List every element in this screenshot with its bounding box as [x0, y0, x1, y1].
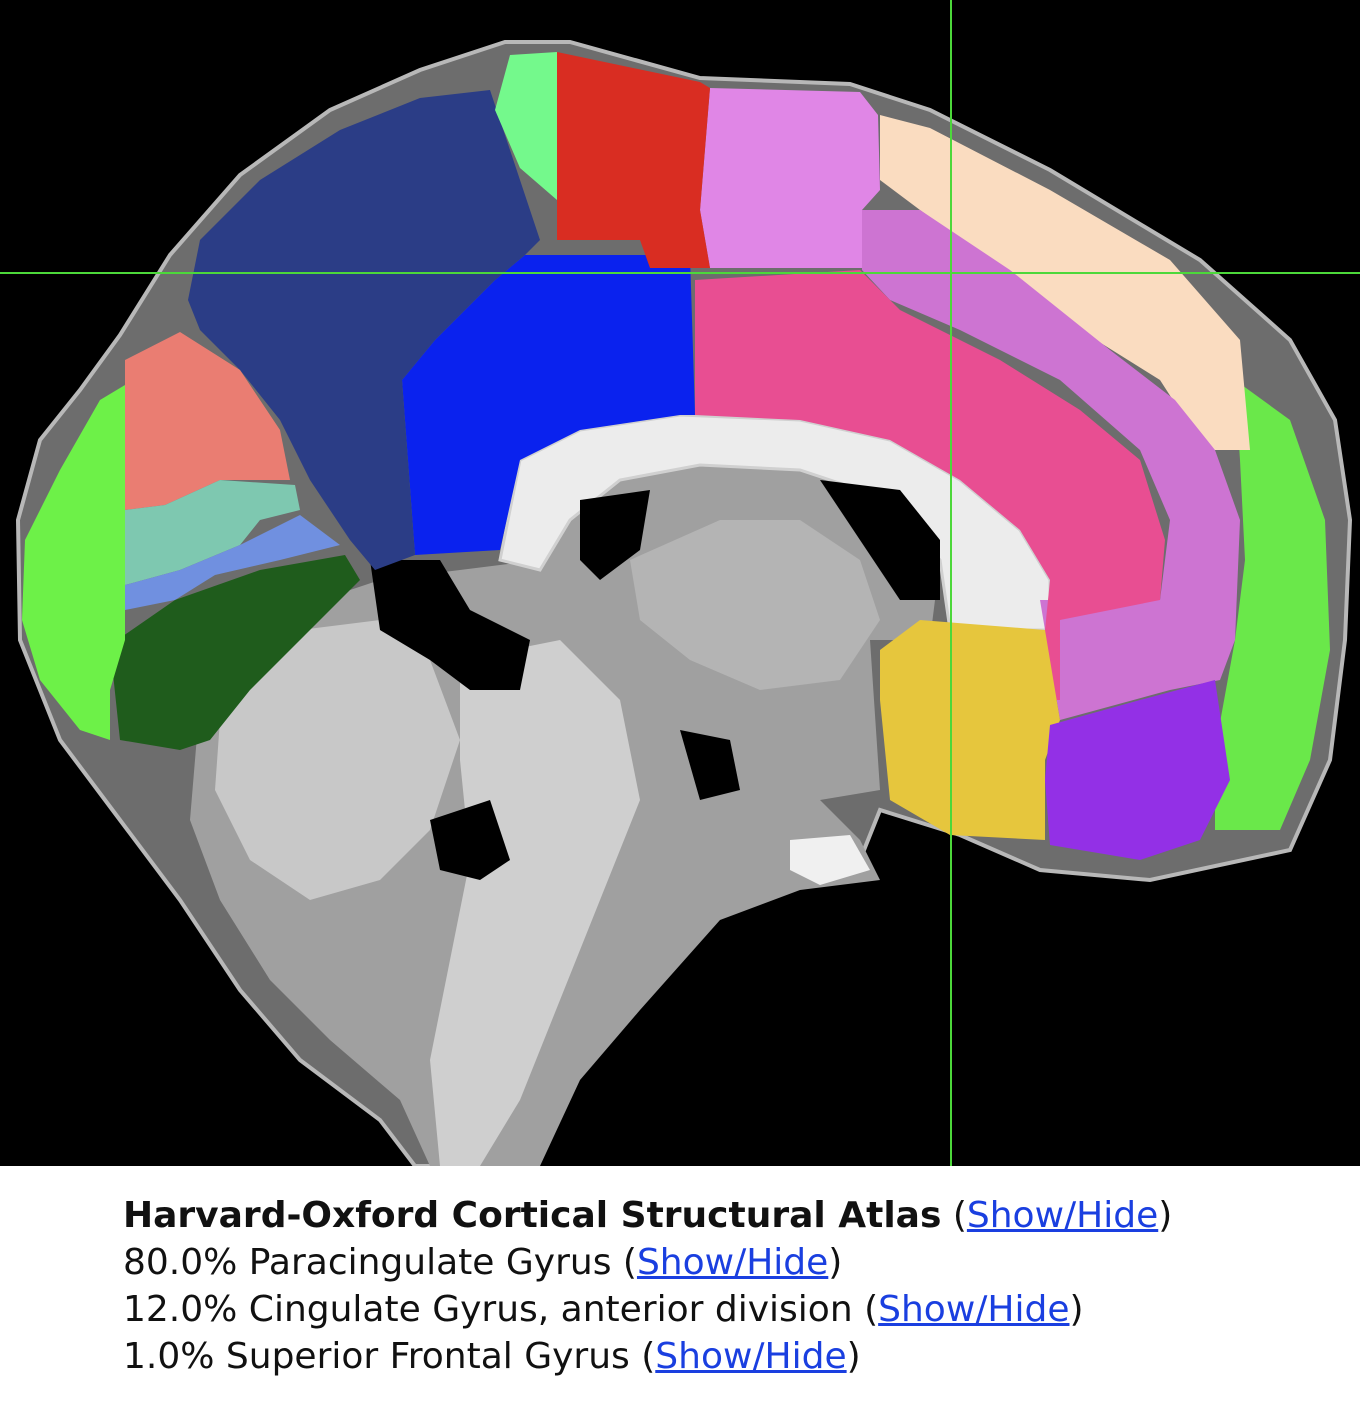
entry-show-hide-link[interactable]: Show/Hide: [636, 1242, 829, 1283]
open-paren: (: [952, 1195, 967, 1236]
brainstem-light: [430, 640, 640, 1166]
region-intracalcarine-cortex: [125, 515, 340, 610]
third-ventricle: [370, 560, 530, 690]
atlas-entry-text: 12.0% Cingulate Gyrus, anterior division: [123, 1289, 853, 1330]
entry-show-hide-link[interactable]: Show/Hide: [878, 1289, 1070, 1330]
atlas-entry-row: 12.0% Cingulate Gyrus, anterior division…: [123, 1286, 1323, 1333]
region-postcentral-gyrus: [495, 52, 557, 200]
close-paren: ): [846, 1336, 861, 1377]
cerebellum-light: [215, 620, 460, 900]
region-cuneal-cortex: [125, 332, 290, 510]
atlas-title-row: Harvard-Oxford Cortical Structural Atlas…: [123, 1192, 1323, 1239]
region-superior-frontal-gyrus: [880, 115, 1250, 450]
open-paren: (: [622, 1242, 637, 1283]
region-frontal-medial-cortex: [1045, 680, 1230, 860]
region-cingulate-gyrus-anterior: [695, 270, 1165, 700]
atlas-title: Harvard-Oxford Cortical Structural Atlas: [123, 1195, 942, 1236]
atlas-entry-text: 1.0% Superior Frontal Gyrus: [123, 1336, 630, 1377]
open-paren: (: [864, 1289, 879, 1330]
pituitary: [790, 835, 870, 885]
region-frontal-pole: [1215, 380, 1330, 830]
region-precuneous-cortex: [188, 90, 540, 570]
close-paren: ): [1158, 1195, 1173, 1236]
region-subcallosal-cortex: [880, 620, 1060, 840]
open-paren: (: [641, 1336, 656, 1377]
region-juxtapositional-lobule: [700, 88, 880, 268]
region-cingulate-gyrus-posterior: [402, 255, 695, 555]
region-precentral-gyrus: [557, 52, 710, 268]
lateral-ventricle-anterior: [820, 480, 940, 600]
thalamus: [630, 520, 880, 690]
region-lingual-gyrus: [110, 555, 360, 750]
entry-show-hide-link[interactable]: Show/Hide: [655, 1336, 847, 1377]
atlas-entry-text: 80.0% Paracingulate Gyrus: [123, 1242, 612, 1283]
aqueduct: [680, 730, 740, 800]
sagittal-brain-slice[interactable]: [0, 0, 1360, 1166]
atlas-show-hide-link[interactable]: Show/Hide: [966, 1195, 1159, 1236]
close-paren: ): [828, 1242, 843, 1283]
lateral-ventricle: [580, 490, 650, 580]
atlas-info-panel: Harvard-Oxford Cortical Structural Atlas…: [123, 1192, 1323, 1380]
atlas-entry-row: 1.0% Superior Frontal Gyrus (Show/Hide): [123, 1333, 1323, 1380]
atlas-entry-row: 80.0% Paracingulate Gyrus (Show/Hide): [123, 1239, 1323, 1286]
region-supracalcarine-cortex: [125, 480, 300, 585]
close-paren: ): [1069, 1289, 1084, 1330]
sagittal-mri-viewer[interactable]: [0, 0, 1360, 1166]
region-occipital-pole: [22, 385, 125, 740]
fourth-ventricle: [430, 800, 510, 880]
